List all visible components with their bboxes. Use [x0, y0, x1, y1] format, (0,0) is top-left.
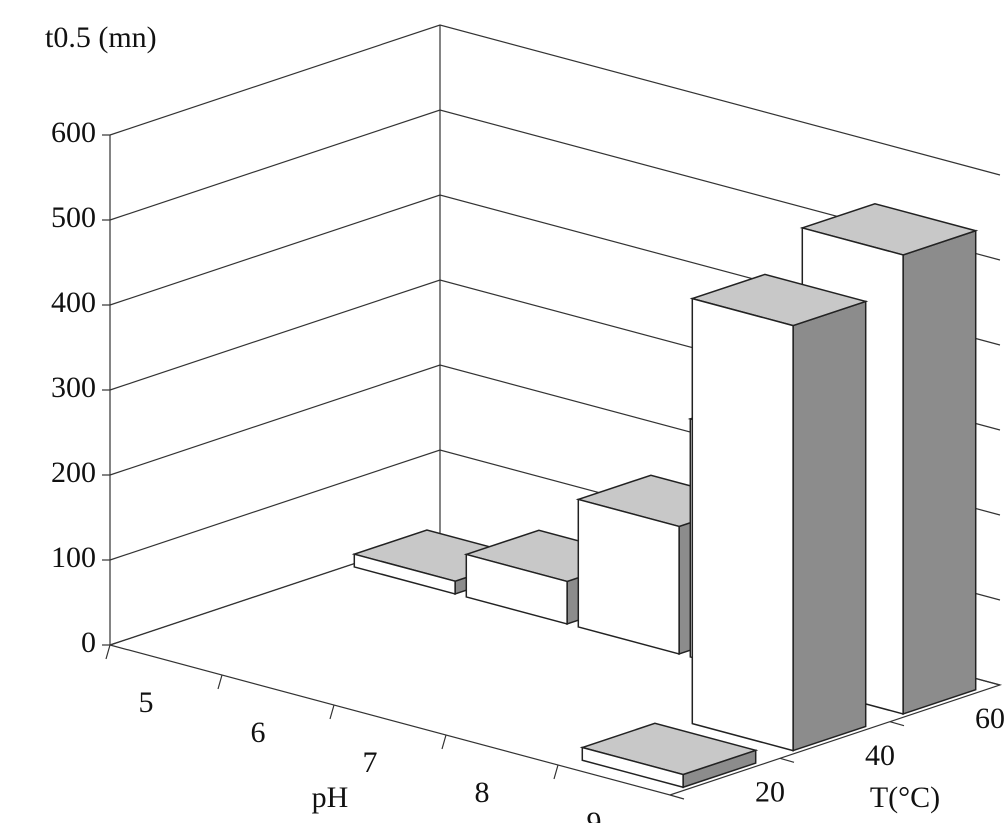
x-tick-label: 7: [363, 746, 378, 779]
bar: [465, 553, 568, 625]
z-tick: [889, 721, 905, 727]
bar: [577, 498, 680, 655]
x-tick: [217, 674, 223, 690]
bar-side: [902, 229, 977, 715]
grid-line: [109, 24, 1001, 176]
y-tick-label: 500: [51, 201, 96, 234]
y-tick-label: 100: [51, 541, 96, 574]
x-tick: [329, 704, 335, 720]
grid-line: [109, 109, 1001, 261]
bar: [691, 297, 794, 752]
y-tick-label: 300: [51, 371, 96, 404]
y-tick-label: 0: [81, 626, 96, 659]
y-axis-label: t0.5 (mn): [45, 21, 157, 54]
z-tick-label: 20: [755, 776, 785, 809]
x-tick-label: 5: [139, 686, 154, 719]
z-tick-label: 40: [865, 739, 895, 772]
bar-side: [792, 300, 867, 752]
z-tick: [669, 794, 685, 800]
x-tick: [553, 764, 559, 780]
z-tick-label: 60: [975, 702, 1005, 735]
z-axis-label: T(°C): [870, 781, 940, 814]
x-tick-label: 8: [475, 776, 490, 809]
x-tick-label: 6: [251, 716, 266, 749]
y-tick-label: 200: [51, 456, 96, 489]
y-tick-label: 400: [51, 286, 96, 319]
bar: [581, 746, 684, 789]
x-axis-label: pH: [312, 781, 349, 814]
x-tick: [441, 734, 447, 750]
bar: [353, 553, 456, 595]
y-tick-label: 600: [51, 116, 96, 149]
x-tick-label: 9: [587, 806, 602, 823]
x-tick: [105, 644, 111, 660]
z-tick: [779, 757, 795, 763]
